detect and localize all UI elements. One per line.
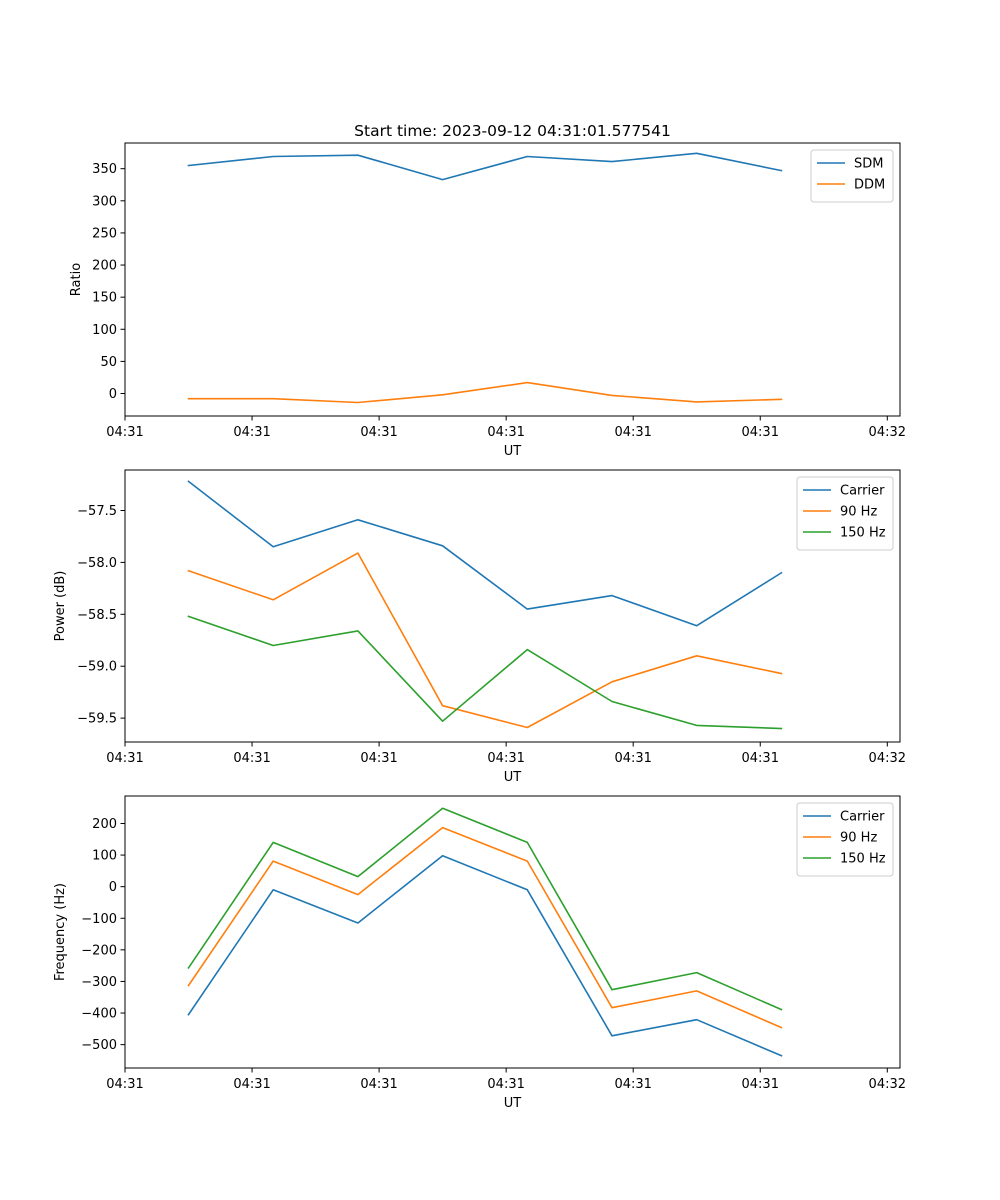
x-tick-label: 04:31 xyxy=(487,1077,524,1092)
y-axis-label: Ratio xyxy=(69,263,84,296)
y-tick-label: −59.0 xyxy=(77,660,117,675)
legend-label: SDM xyxy=(854,157,883,172)
panel-power: 04:31 04:31 04:31 04:31 04:31 04:31 04:32 −59.5… xyxy=(53,469,906,785)
y-tick-label: 150 xyxy=(92,291,117,306)
y-tick-label: −500 xyxy=(81,1038,117,1053)
x-tick-label: 04:31 xyxy=(742,751,779,766)
series-line-ddm xyxy=(187,381,783,404)
legend-label: Carrier xyxy=(840,810,885,825)
y-tick-label: −100 xyxy=(81,912,117,927)
y-tick-label: 100 xyxy=(92,849,117,864)
y-tick-label: 100 xyxy=(92,323,117,338)
axes-frame xyxy=(124,795,901,1069)
x-tick-label: 04:31 xyxy=(360,751,397,766)
y-axis-label: Frequency (Hz) xyxy=(53,883,68,981)
x-axis-label: UT xyxy=(504,770,522,785)
x-tick-label: 04:31 xyxy=(614,1077,651,1092)
legend-label: DDM xyxy=(854,178,885,193)
x-tick-label: 04:31 xyxy=(106,1077,143,1092)
y-tick-label: 250 xyxy=(92,226,117,241)
legend-label: 90 Hz xyxy=(840,505,877,520)
x-tick-label: 04:32 xyxy=(869,1077,906,1092)
y-tick-label: −200 xyxy=(81,943,117,958)
y-tick-label: 50 xyxy=(100,355,117,370)
legend: SDM DDM xyxy=(810,149,894,203)
x-axis-label: UT xyxy=(504,1096,522,1111)
legend-label: 150 Hz xyxy=(840,852,886,867)
x-tick-label: 04:31 xyxy=(487,751,524,766)
y-tick-label: −58.5 xyxy=(77,608,117,623)
x-tick-label: 04:31 xyxy=(742,425,779,440)
legend: Carrier 90 Hz 150 Hz xyxy=(796,802,894,877)
x-tick-label: 04:31 xyxy=(614,425,651,440)
x-tick-label: 04:31 xyxy=(233,1077,270,1092)
y-tick-label: 0 xyxy=(109,880,117,895)
legend-label: 150 Hz xyxy=(840,526,886,541)
series-line-90-hz xyxy=(187,552,783,729)
series-line-carrier xyxy=(187,480,783,627)
series-line-150-hz xyxy=(187,615,783,730)
y-tick-label: 0 xyxy=(109,387,117,402)
series-line-sdm xyxy=(187,152,783,181)
x-tick-label: 04:32 xyxy=(869,425,906,440)
y-tick-label: −400 xyxy=(81,1007,117,1022)
y-tick-label: −57.5 xyxy=(77,504,117,519)
x-tick-label: 04:31 xyxy=(106,425,143,440)
figure-title: Start time: 2023-09-12 04:31:01.577541 xyxy=(354,122,671,140)
y-tick-label: 200 xyxy=(92,817,117,832)
x-tick-label: 04:31 xyxy=(233,751,270,766)
x-tick-label: 04:31 xyxy=(106,751,143,766)
series-line-carrier xyxy=(187,854,783,1057)
x-tick-label: 04:31 xyxy=(742,1077,779,1092)
y-tick-label: 200 xyxy=(92,259,117,274)
panel-frequency: 04:31 04:31 04:31 04:31 04:31 04:31 04:32 −500 −… xyxy=(53,795,906,1111)
legend: Carrier 90 Hz 150 Hz xyxy=(796,476,894,551)
x-tick-label: 04:31 xyxy=(360,425,397,440)
x-tick-label: 04:31 xyxy=(487,425,524,440)
legend-label: Carrier xyxy=(840,484,885,499)
x-tick-label: 04:32 xyxy=(869,751,906,766)
series-line-150-hz xyxy=(187,807,783,1011)
y-tick-label: −58.0 xyxy=(77,556,117,571)
axes-frame xyxy=(124,469,901,743)
y-tick-label: 350 xyxy=(92,162,117,177)
y-tick-label: 300 xyxy=(92,194,117,209)
series-line-90-hz xyxy=(187,826,783,1029)
x-tick-label: 04:31 xyxy=(614,751,651,766)
panel-ratio: 04:31 04:31 04:31 04:31 04:31 04:31 04:32 0 50 10… xyxy=(69,142,906,459)
y-tick-label: −300 xyxy=(81,975,117,990)
y-tick-label: −59.5 xyxy=(77,712,117,727)
x-axis-label: UT xyxy=(504,444,522,459)
x-tick-label: 04:31 xyxy=(360,1077,397,1092)
y-axis-label: Power (dB) xyxy=(53,571,68,642)
legend-label: 90 Hz xyxy=(840,831,877,846)
axes-frame xyxy=(124,142,901,417)
x-tick-label: 04:31 xyxy=(233,425,270,440)
